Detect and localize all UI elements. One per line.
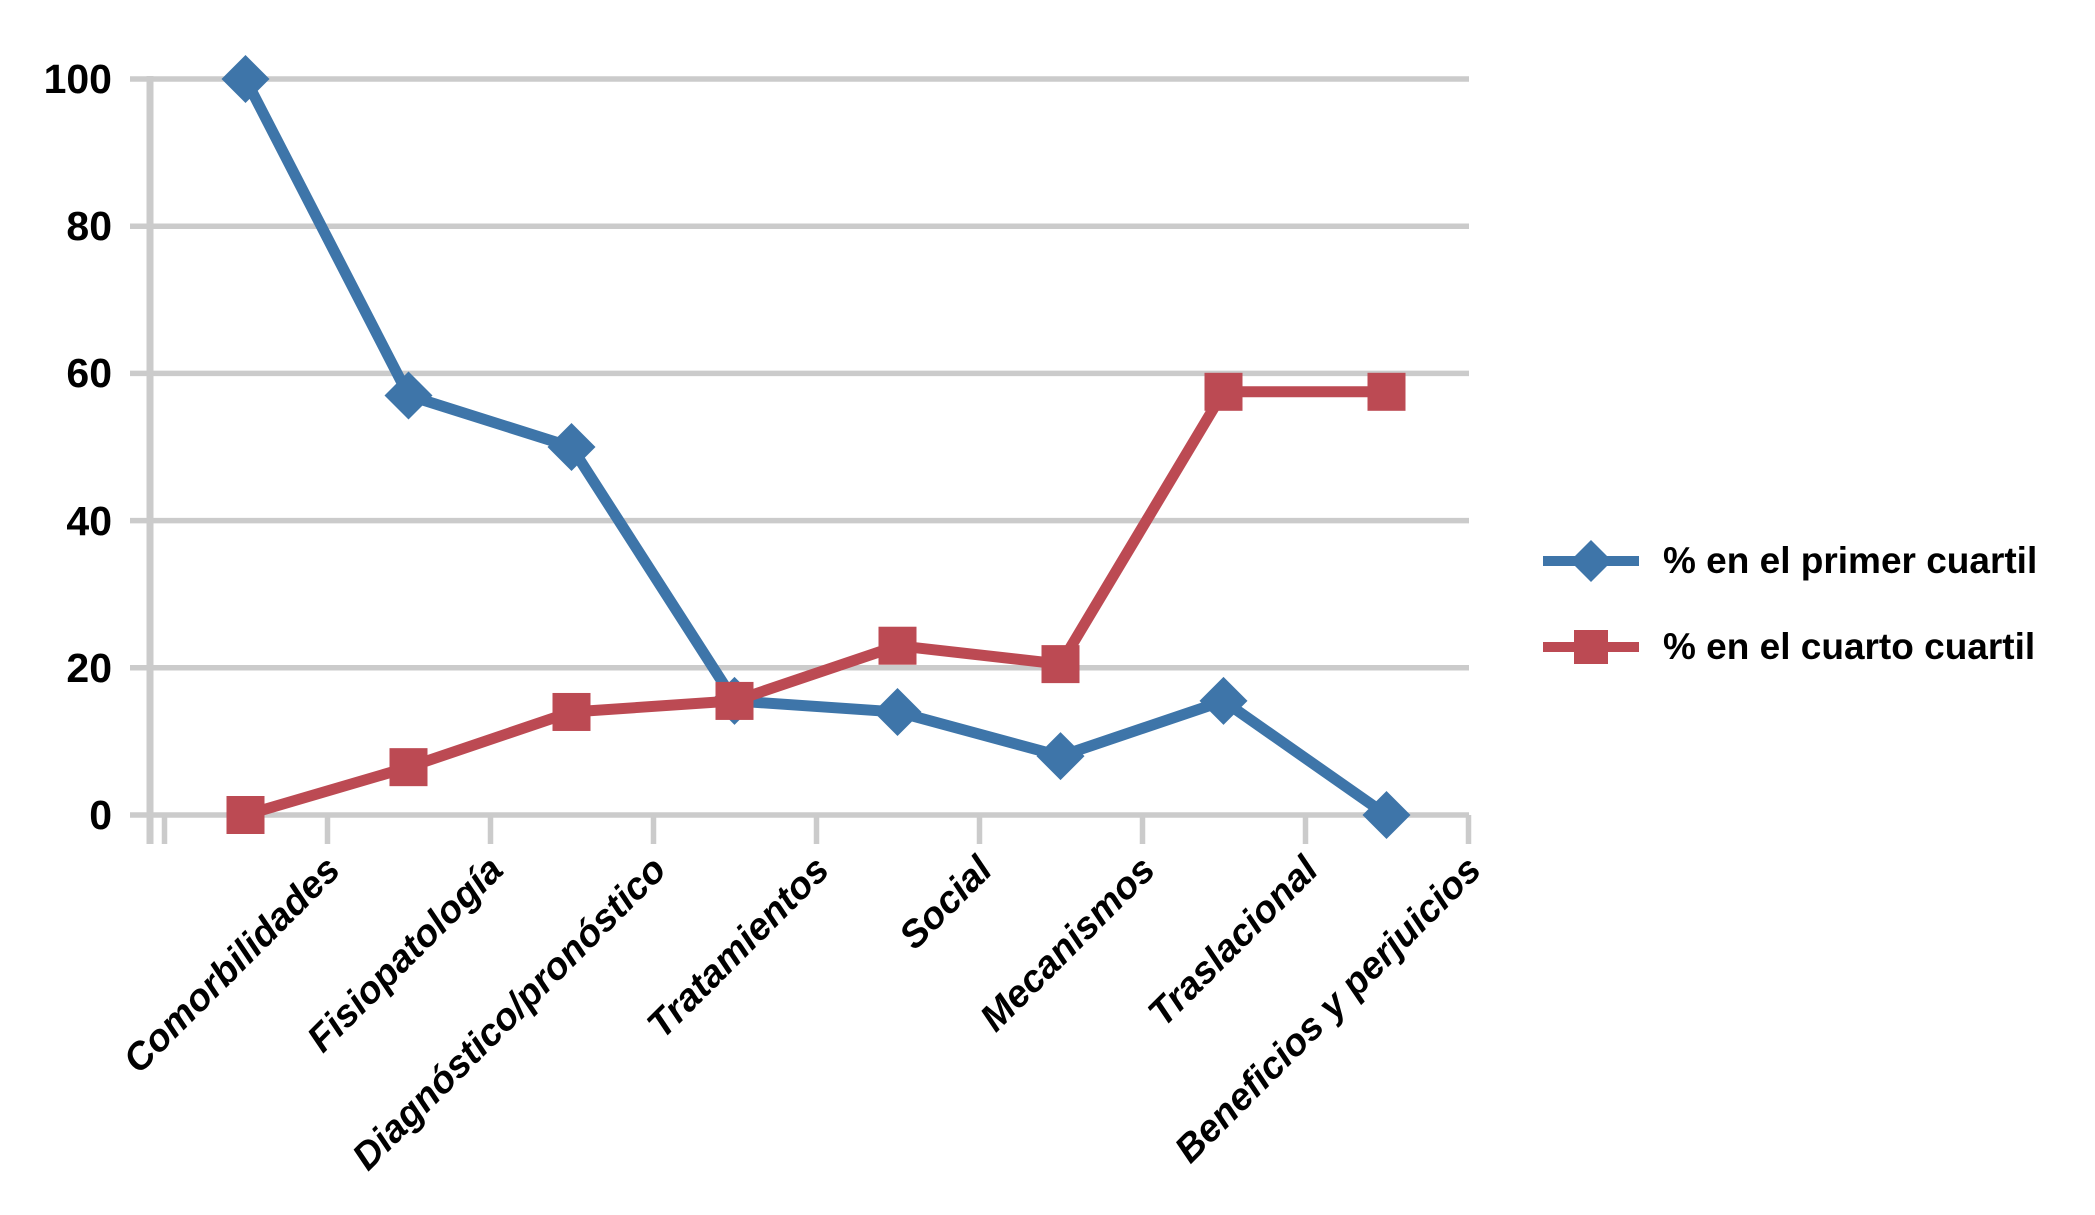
- data-point-marker-square: [878, 626, 917, 665]
- legend: % en el primer cuartil % en el cuarto cu…: [1543, 538, 2037, 670]
- data-point-marker-square: [1041, 645, 1080, 684]
- data-point-marker-square: [552, 692, 591, 731]
- y-axis-tick-label: 60: [66, 350, 112, 397]
- data-point-marker-diamond: [1199, 676, 1248, 725]
- legend-label: % en el primer cuartil: [1663, 540, 2038, 581]
- data-point-marker-diamond: [1036, 732, 1085, 781]
- series-line-1: [240, 386, 1392, 821]
- y-axis-tick-label: 80: [66, 203, 112, 250]
- legend-marker-square-icon: [1543, 630, 1639, 664]
- data-point-marker-square: [226, 796, 265, 834]
- data-point-marker-square: [715, 681, 754, 720]
- legend-marker-diamond-icon: [1543, 540, 1639, 582]
- y-axis-tick-label: 100: [43, 56, 112, 102]
- data-point-marker-diamond: [1362, 791, 1411, 839]
- data-point-marker-diamond: [873, 687, 922, 736]
- data-point-marker-square: [389, 748, 428, 787]
- y-axis-tick-label: 40: [66, 497, 112, 544]
- legend-square: [1574, 630, 1608, 664]
- legend-diamond: [1570, 540, 1612, 582]
- series-line-0: [240, 73, 1392, 821]
- legend-item-cuarto-cuartil: % en el cuarto cuartil: [1543, 624, 2037, 670]
- legend-label: % en el cuarto cuartil: [1663, 626, 2036, 667]
- data-point-marker-diamond: [384, 371, 433, 420]
- data-point-marker-diamond: [547, 423, 596, 471]
- y-axis-tick-label: 0: [89, 792, 112, 838]
- data-point-marker-square: [1204, 372, 1243, 411]
- legend-item-primer-cuartil: % en el primer cuartil: [1543, 538, 2037, 584]
- data-point-marker-square: [1367, 372, 1406, 411]
- y-axis-tick-label: 20: [66, 644, 112, 691]
- data-point-marker-diamond: [221, 55, 270, 103]
